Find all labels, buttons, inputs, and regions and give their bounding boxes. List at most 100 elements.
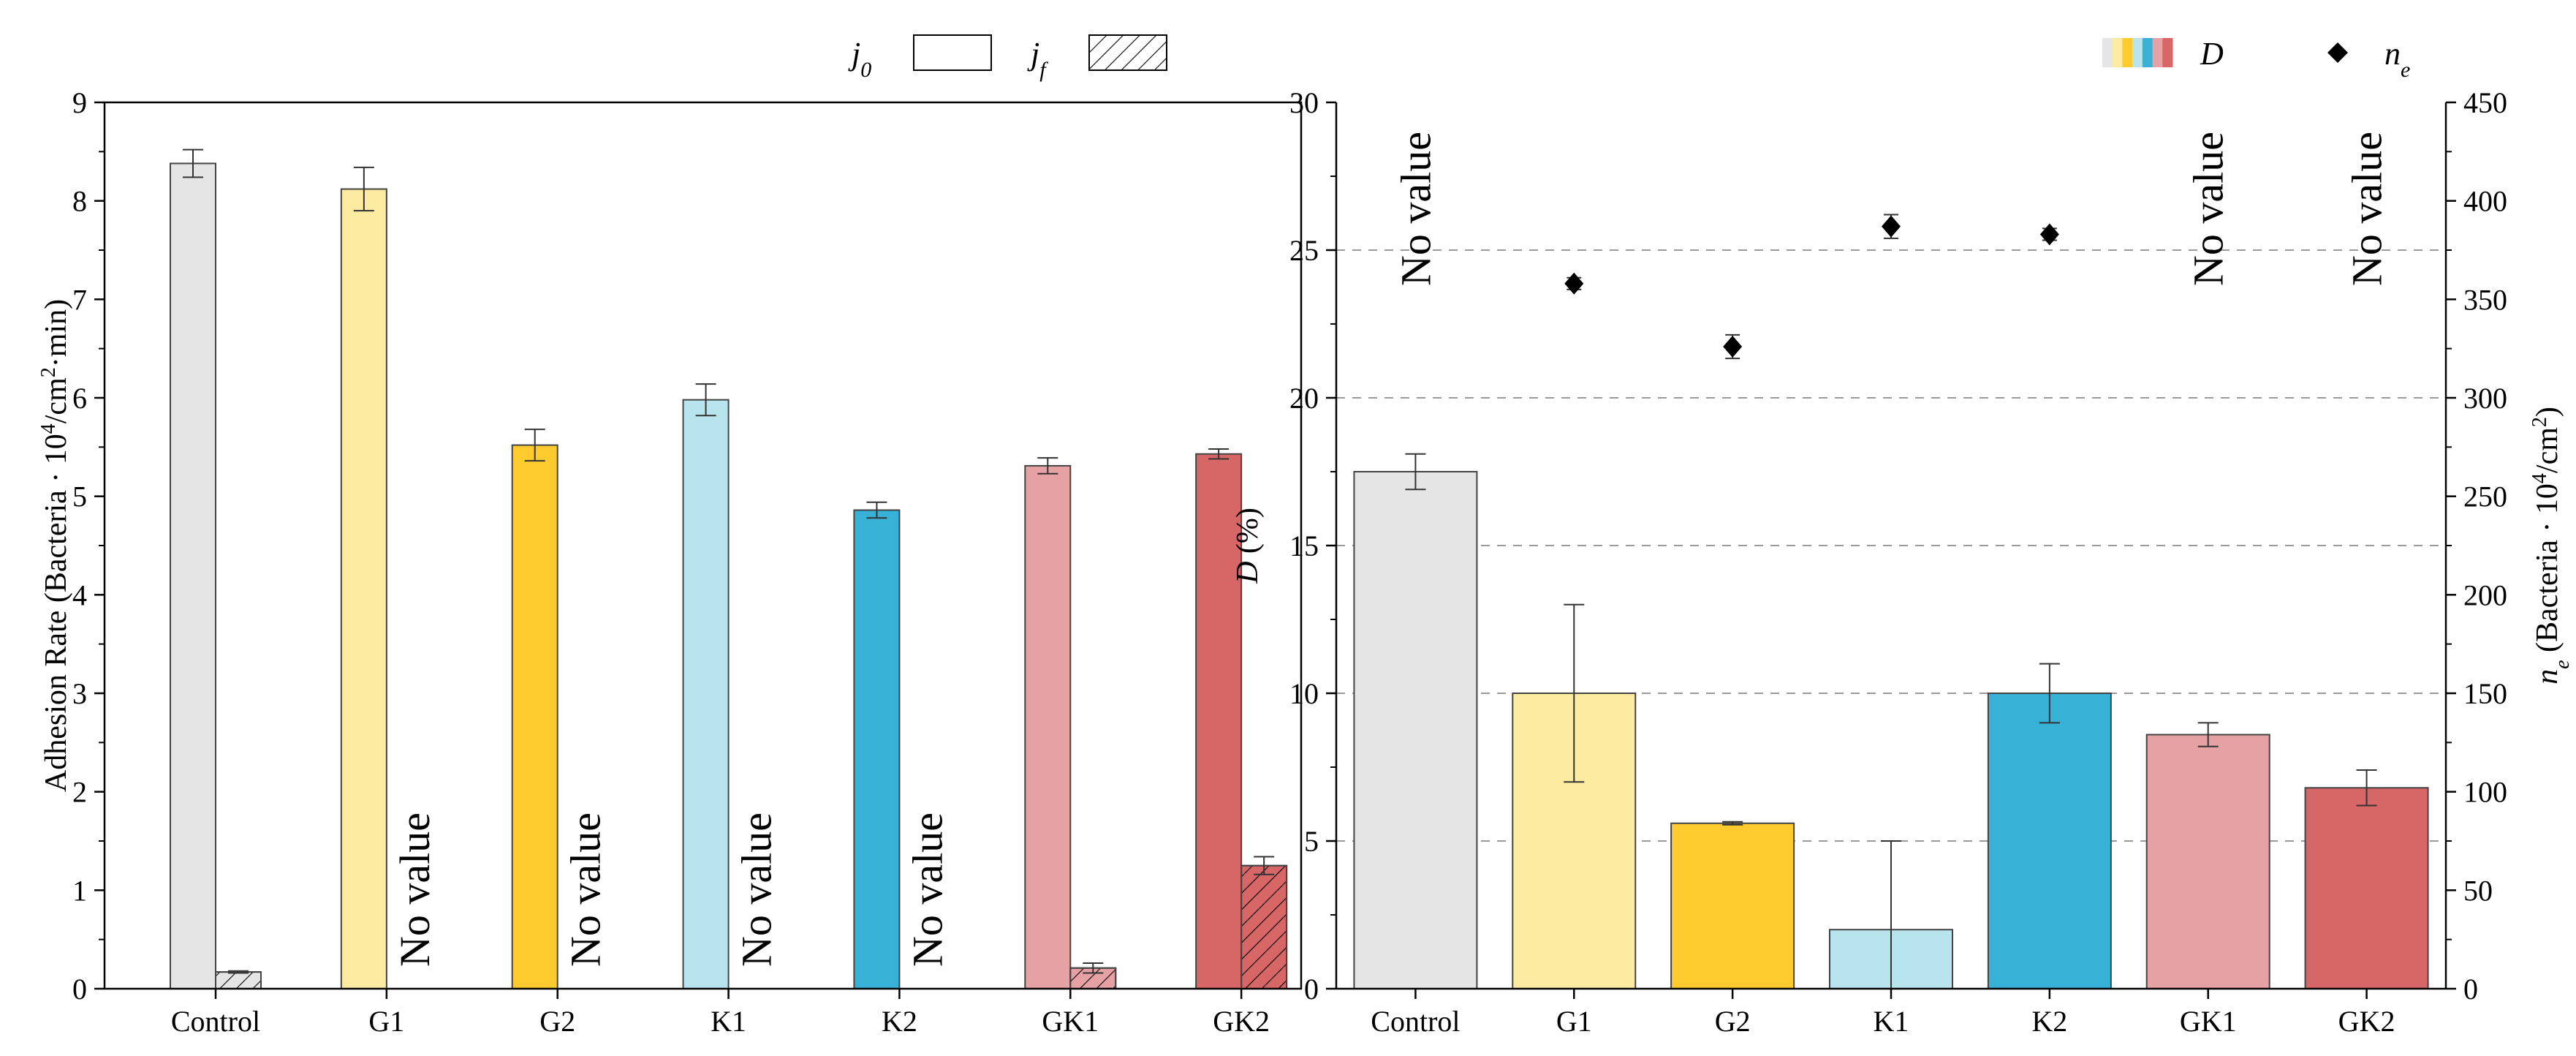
right-x-tick-label-g1: G1 <box>1556 1005 1592 1038</box>
legend-d-swatch-strip-4 <box>2142 38 2153 67</box>
right-right-y-tick-label-100: 100 <box>2463 776 2507 809</box>
left-chart-bars <box>170 148 1288 990</box>
bar-j0-k1 <box>682 399 730 989</box>
right-right-y-tick-label-150: 150 <box>2463 677 2507 710</box>
bar-j0-control <box>170 162 216 990</box>
legend-ne-label: ne <box>2384 36 2410 82</box>
legend-ne-marker <box>2327 42 2348 63</box>
left-y-tick-label-0: 0 <box>72 973 87 1006</box>
point-ne-k2 <box>2039 223 2059 246</box>
right-left-y-tick-label-15: 15 <box>1289 529 1319 562</box>
right-right-y-tick-label-450: 450 <box>2463 86 2507 119</box>
legend-d-swatch <box>2102 38 2173 67</box>
errorbar-d-gk1 <box>2197 722 2219 747</box>
legend-jf-swatch <box>1088 34 1167 71</box>
right-left-y-tick-label-10: 10 <box>1289 677 1319 710</box>
right-left-y-tick-label-25: 25 <box>1289 234 1319 267</box>
right-chart-gridlines <box>1336 249 2446 842</box>
point-ne-g1 <box>1564 272 1584 295</box>
left-y-label-sup2: 2 <box>37 367 60 377</box>
right-y-right-label-base: n <box>2531 669 2564 684</box>
left-y-tick-label-7: 7 <box>72 283 87 316</box>
legend-j0-base: j <box>848 36 860 72</box>
right-left-y-tick-label-30: 30 <box>1289 86 1319 119</box>
legend-jf-base: j <box>1027 36 1039 72</box>
bar-j0-k2 <box>853 509 901 989</box>
right-chart-bars <box>1353 453 2429 990</box>
left-x-tick-label-gk1: GK1 <box>1042 1005 1099 1038</box>
no-value-label-jf-k1: No value <box>733 812 781 967</box>
errorbar-j0-gk1 <box>1037 457 1058 475</box>
legend-d-label: D <box>2200 36 2224 72</box>
legend-jf-sub: f <box>1039 58 1048 82</box>
point-ne-k1 <box>1882 215 1901 238</box>
right-x-tick-label-control: Control <box>1371 1005 1460 1038</box>
right-y-axis-right-label: ne (Bacteria · 104/cm2) <box>2528 407 2574 684</box>
left-chart-ticks: Control G1 G2 K1 K2 GK1 GK2 0 1 2 3 4 5 6 7 8 9 <box>72 86 1270 1038</box>
right-y-left-label-italic: D <box>1231 562 1265 584</box>
right-right-y-tick-label-400: 400 <box>2463 185 2507 218</box>
errorbar-j0-gk2 <box>1208 448 1230 460</box>
chart-d-and-ne: No value No value No value Control G1 G2 K1 K2… <box>1231 36 2574 1038</box>
right-legend: D ne <box>2102 36 2410 82</box>
left-x-tick-label-k2: K2 <box>882 1005 917 1038</box>
errorbar-j0-g2 <box>524 429 545 462</box>
legend-j0-swatch <box>913 34 992 71</box>
legend-d-swatch-strip-2 <box>2122 38 2133 67</box>
left-y-tick-label-1: 1 <box>72 874 87 907</box>
legend-j0-label: j0 <box>848 36 871 82</box>
left-x-tick-label-k1: K1 <box>711 1005 746 1038</box>
no-value-label-ne-gk2: No value <box>2344 132 2391 286</box>
legend-d-swatch-strip-1 <box>2112 38 2123 67</box>
errorbar-d-g1 <box>1564 603 1585 783</box>
errorbar-j0-k2 <box>866 501 887 519</box>
left-y-tick-label-6: 6 <box>72 382 87 415</box>
left-y-label-pre: Adhesion Rate (Bacteria · 10 <box>39 434 73 792</box>
right-chart-no-value-labels: No value No value No value <box>1392 132 2390 286</box>
right-right-y-tick-label-250: 250 <box>2463 480 2507 513</box>
left-x-tick-label-gk2: GK2 <box>1213 1005 1270 1038</box>
right-left-y-tick-label-20: 20 <box>1289 382 1319 415</box>
right-right-y-tick-label-50: 50 <box>2463 874 2493 907</box>
left-y-tick-label-5: 5 <box>72 480 87 513</box>
left-y-tick-label-2: 2 <box>72 776 87 809</box>
right-chart-ticks: Control G1 G2 K1 K2 GK1 GK20510152025300501001… <box>1289 86 2507 1038</box>
legend-d-swatch-strip-0 <box>2102 38 2113 67</box>
left-x-tick-label-g1: G1 <box>368 1005 404 1038</box>
bar-j0-g1 <box>340 188 387 989</box>
bar-d-control <box>1353 471 1478 989</box>
legend-d-swatch-strip-3 <box>2132 38 2143 67</box>
legend-j0-sub: 0 <box>860 58 871 82</box>
left-y-tick-label-3: 3 <box>72 677 87 710</box>
left-legend: j0 jf <box>848 34 1167 82</box>
bar-d-gk2 <box>2304 787 2429 990</box>
right-y-right-label-post: ) <box>2531 407 2564 417</box>
right-left-y-tick-label-0: 0 <box>1304 973 1319 1006</box>
errorbar-d-k2 <box>2039 663 2060 724</box>
right-x-tick-label-k2: K2 <box>2031 1005 2067 1038</box>
no-value-label-jf-g1: No value <box>391 812 439 967</box>
errorbar-d-g2 <box>1722 821 1743 826</box>
right-chart-points <box>1564 214 2059 360</box>
right-y-left-label-rest: (%) <box>1231 508 1265 561</box>
left-chart-no-value-labels: No value No value No value No value <box>391 812 952 967</box>
bar-d-g2 <box>1670 822 1795 990</box>
bar-d-k2 <box>1987 693 2112 989</box>
legend-jf-label: jf <box>1027 36 1048 82</box>
legend-d-swatch-strip-6 <box>2162 38 2173 67</box>
right-x-tick-label-g2: G2 <box>1715 1005 1751 1038</box>
right-y-right-label-pre: (Bacteria · 10 <box>2531 483 2564 660</box>
right-y-right-label-mid: /cm <box>2531 427 2564 473</box>
no-value-label-jf-k2: No value <box>904 812 951 967</box>
left-y-tick-label-4: 4 <box>72 578 87 611</box>
errorbar-j0-control <box>183 148 203 178</box>
right-y-right-label-sub: e <box>2551 660 2574 668</box>
left-y-tick-label-9: 9 <box>72 86 87 119</box>
right-x-tick-label-gk1: GK1 <box>2180 1005 2237 1038</box>
right-x-tick-label-k1: K1 <box>1874 1005 1909 1038</box>
errorbar-jf-control <box>228 970 249 974</box>
no-value-label-jf-g2: No value <box>562 812 610 967</box>
bar-jf-hatch-control <box>215 971 262 990</box>
point-ne-g2 <box>1723 335 1743 358</box>
left-y-axis-label: Adhesion Rate (Bacteria · 104/cm2·min) <box>37 299 74 792</box>
